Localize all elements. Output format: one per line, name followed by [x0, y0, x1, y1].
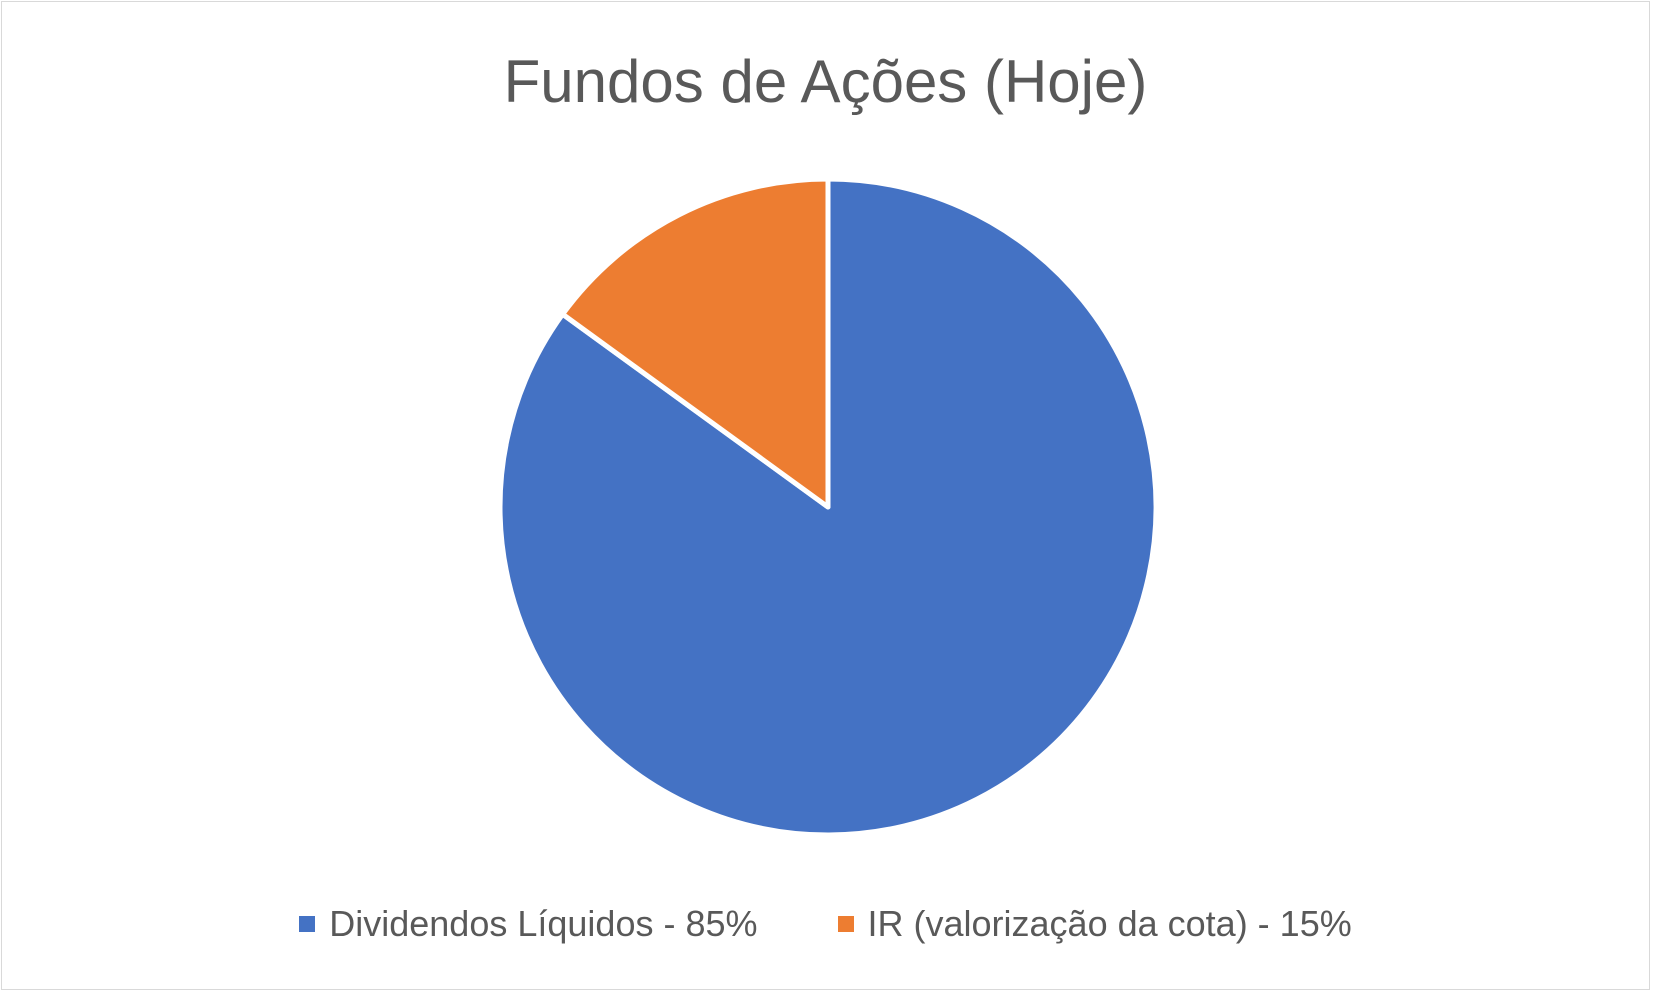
legend-item-dividendos: Dividendos Líquidos - 85%	[299, 900, 758, 948]
legend-label-dividendos: Dividendos Líquidos - 85%	[329, 903, 758, 944]
pie-slice-ir	[560, 176, 831, 510]
legend-item-ir: IR (valorização da cota) - 15%	[837, 900, 1352, 948]
legend: Dividendos Líquidos - 85% IR (valorizaçã…	[2, 900, 1649, 948]
legend-swatch-dividendos	[299, 916, 316, 932]
legend-label-ir: IR (valorização da cota) - 15%	[867, 903, 1352, 944]
legend-swatch-ir	[837, 916, 854, 932]
chart-title: Fundos de Ações (Hoje)	[503, 48, 1148, 115]
pie-slices	[497, 176, 1159, 838]
